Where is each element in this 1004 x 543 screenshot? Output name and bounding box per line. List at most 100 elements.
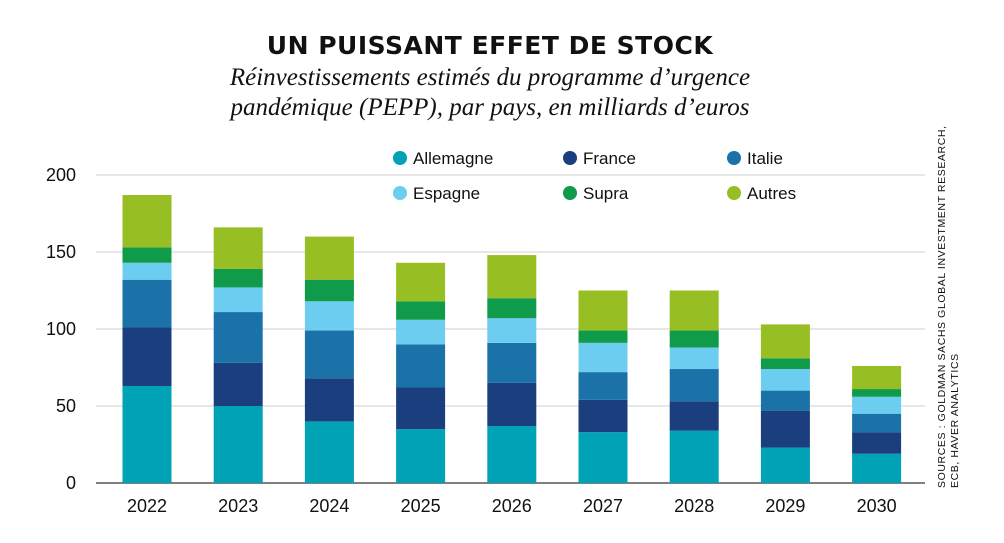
- bars: [122, 195, 902, 483]
- legend-label: Italie: [747, 149, 783, 168]
- bar-segment-italie: [578, 372, 628, 400]
- legend-label: Espagne: [413, 184, 480, 203]
- bar-segment-autres: [213, 227, 263, 269]
- x-tick-label: 2028: [674, 496, 714, 516]
- bar-segment-espagne: [213, 287, 263, 313]
- bar-stack: [669, 290, 719, 483]
- bar-segment-france: [669, 401, 719, 431]
- bar-segment-supra: [760, 358, 810, 370]
- bar-segment-espagne: [304, 301, 354, 331]
- x-tick-label: 2030: [857, 496, 897, 516]
- x-axis-labels: 2022 2023 2024 2025 2026 2027 2028 2029 2030: [127, 496, 897, 516]
- bar-segment-france: [213, 362, 263, 406]
- bar-segment-espagne: [487, 318, 537, 343]
- bar-segment-italie: [760, 390, 810, 411]
- bar-segment-allemagne: [578, 432, 628, 483]
- bar-stack: [760, 324, 810, 483]
- bar-segment-autres: [852, 365, 902, 390]
- bar-stack: [487, 255, 537, 483]
- legend-item: Autres: [727, 184, 796, 203]
- x-tick-label: 2026: [492, 496, 532, 516]
- legend-swatch: [727, 186, 741, 200]
- y-tick-label: 150: [46, 242, 76, 262]
- legend-swatch: [393, 151, 407, 165]
- bar-stack: [304, 236, 354, 483]
- bar-segment-espagne: [669, 347, 719, 370]
- legend-label: France: [583, 149, 636, 168]
- x-tick-label: 2027: [583, 496, 623, 516]
- bar-stack: [578, 290, 628, 483]
- legend-item: Espagne: [393, 184, 480, 203]
- y-tick-label: 200: [46, 165, 76, 185]
- bar-segment-espagne: [760, 369, 810, 391]
- bar-segment-supra: [304, 279, 354, 302]
- bar-stack: [213, 227, 263, 483]
- legend-swatch: [563, 151, 577, 165]
- bar-segment-italie: [122, 279, 172, 328]
- legend-item: Supra: [563, 184, 629, 203]
- bar-segment-france: [760, 410, 810, 448]
- bar-segment-espagne: [852, 396, 902, 414]
- x-tick-label: 2022: [127, 496, 167, 516]
- bar-segment-france: [304, 378, 354, 422]
- bar-segment-france: [852, 432, 902, 454]
- legend-item: Allemagne: [393, 149, 493, 168]
- legend-swatch: [563, 186, 577, 200]
- bar-segment-allemagne: [669, 430, 719, 483]
- bar-segment-italie: [487, 342, 537, 383]
- legend-swatch: [393, 186, 407, 200]
- bar-segment-allemagne: [396, 429, 446, 483]
- bar-segment-autres: [578, 290, 628, 331]
- bar-stack: [852, 365, 902, 483]
- bar-segment-autres: [760, 324, 810, 359]
- bar-segment-autres: [396, 262, 446, 302]
- bar-segment-espagne: [396, 319, 446, 345]
- bar-segment-autres: [304, 236, 354, 280]
- legend-label: Allemagne: [413, 149, 493, 168]
- bar-segment-supra: [669, 330, 719, 348]
- bar-segment-supra: [852, 389, 902, 397]
- legend-label: Supra: [583, 184, 629, 203]
- legend-label: Autres: [747, 184, 796, 203]
- y-tick-label: 0: [66, 473, 76, 493]
- bar-segment-italie: [669, 369, 719, 402]
- bar-stack: [122, 195, 172, 483]
- bar-segment-allemagne: [760, 447, 810, 483]
- bar-segment-allemagne: [304, 421, 354, 483]
- bar-segment-france: [578, 399, 628, 433]
- bar-segment-supra: [487, 298, 537, 319]
- bar-segment-italie: [396, 344, 446, 388]
- bar-segment-autres: [122, 195, 172, 248]
- bar-segment-supra: [213, 268, 263, 288]
- bar-segment-france: [396, 387, 446, 430]
- chart-title: UN PUISSANT EFFET DE STOCK: [266, 31, 714, 60]
- bar-segment-allemagne: [487, 426, 537, 483]
- bar-segment-italie: [304, 330, 354, 379]
- chart-subtitle: Réinvestissements estimés du programme d…: [150, 63, 830, 123]
- bar-segment-supra: [578, 330, 628, 343]
- x-tick-label: 2023: [218, 496, 258, 516]
- x-tick-label: 2024: [309, 496, 349, 516]
- legend-swatch: [727, 151, 741, 165]
- bar-segment-italie: [213, 312, 263, 363]
- bar-segment-allemagne: [213, 406, 263, 483]
- legend-item: Italie: [727, 149, 783, 168]
- x-tick-label: 2025: [401, 496, 441, 516]
- x-tick-label: 2029: [765, 496, 805, 516]
- bar-segment-allemagne: [122, 385, 172, 483]
- bar-segment-espagne: [578, 342, 628, 373]
- bar-stack: [396, 262, 446, 483]
- bar-segment-italie: [852, 413, 902, 433]
- bar-segment-france: [122, 327, 172, 386]
- bar-segment-france: [487, 382, 537, 427]
- y-tick-label: 50: [56, 396, 76, 416]
- subtitle-line-2: pandémique (PEPP), par pays, en milliard…: [230, 94, 750, 121]
- bar-segment-allemagne: [852, 453, 902, 483]
- legend: Allemagne France Italie Espagne Supra Autres: [393, 149, 796, 203]
- bar-segment-autres: [487, 255, 537, 299]
- y-tick-label: 100: [46, 319, 76, 339]
- bar-segment-supra: [396, 301, 446, 320]
- bar-segment-autres: [669, 290, 719, 331]
- subtitle-line-1: Réinvestissements estimés du programme d…: [229, 64, 751, 91]
